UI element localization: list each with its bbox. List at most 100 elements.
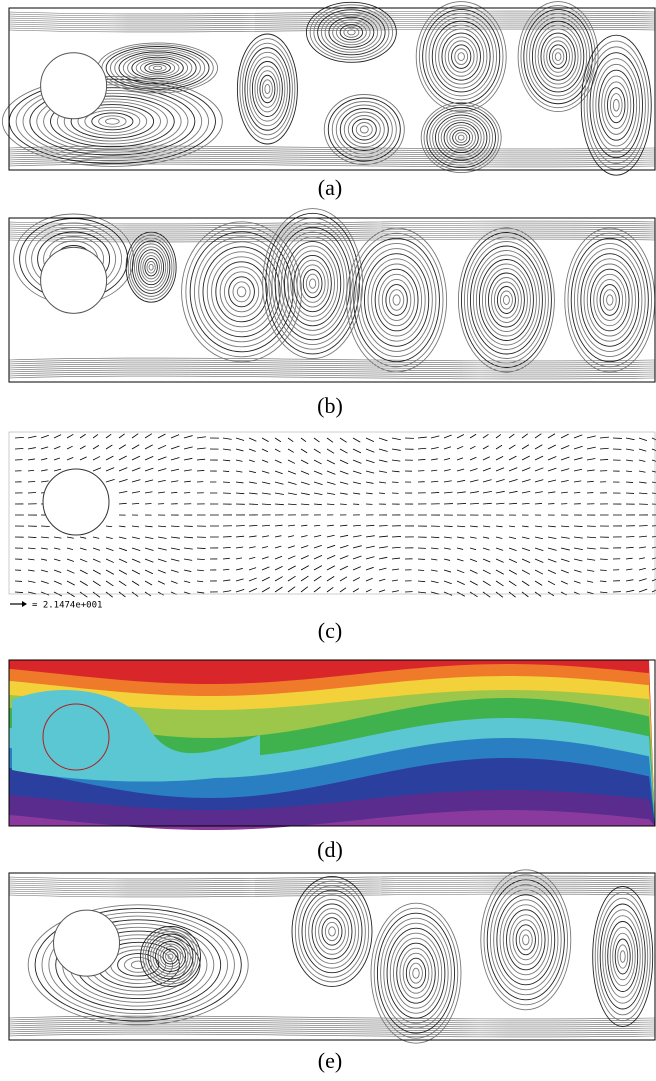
vector-arrow	[625, 546, 634, 549]
vector-arrow	[482, 591, 491, 598]
vector-arrow	[14, 436, 24, 439]
streamline	[8, 236, 656, 241]
vector-arrow	[573, 558, 583, 562]
vector-arrow	[53, 569, 62, 574]
vector-arrow	[157, 479, 166, 483]
vector-arrow	[521, 479, 531, 483]
vector-arrow	[378, 535, 388, 538]
streamline	[305, 273, 320, 294]
streamline	[1, 75, 223, 167]
vector-arrow	[157, 591, 164, 596]
vector-arrow	[131, 467, 141, 472]
streamline	[241, 42, 293, 136]
vector-arrow	[313, 448, 321, 454]
streamline	[287, 245, 339, 322]
vector-arrow	[170, 491, 178, 494]
vector-arrow	[144, 479, 154, 483]
vector-arrow	[287, 481, 297, 485]
vector-arrow	[92, 558, 101, 563]
vector-arrow	[287, 437, 294, 442]
streamline	[594, 891, 651, 1022]
vector-arrow	[274, 492, 284, 495]
vector-arrow	[235, 588, 245, 593]
streamline	[8, 159, 656, 164]
vector-arrow	[40, 469, 48, 472]
vector-arrow	[573, 547, 583, 550]
vector-arrow	[456, 434, 465, 439]
vector-arrow	[547, 558, 557, 563]
streamline	[309, 4, 394, 61]
streamline	[162, 948, 179, 965]
vector-arrow	[300, 586, 309, 593]
vector-arrow	[430, 458, 438, 461]
streamline	[614, 938, 631, 975]
vector-arrow	[196, 558, 205, 561]
vector-arrow	[352, 566, 361, 571]
vector-arrow	[547, 433, 556, 439]
streamline	[435, 24, 488, 89]
vector-arrow	[365, 448, 375, 453]
vector-arrow	[586, 558, 596, 561]
vector-arrow	[430, 547, 439, 550]
streamline	[189, 231, 294, 353]
streamline	[490, 277, 522, 323]
vector-arrow	[638, 567, 646, 571]
vector-arrow	[352, 459, 362, 464]
vector-arrow	[118, 502, 127, 505]
vector-arrow	[118, 580, 127, 587]
vector-arrow	[534, 444, 543, 450]
streamline	[592, 58, 641, 153]
vector-arrow	[469, 468, 478, 472]
vector-arrow	[521, 591, 529, 598]
streamline	[34, 908, 242, 1022]
vector-arrow	[326, 437, 334, 443]
vector-arrow	[352, 545, 362, 549]
streamline	[493, 889, 559, 991]
streamline	[429, 109, 494, 166]
streamline	[549, 44, 568, 69]
vector-arrow	[170, 445, 180, 450]
vector-arrow	[66, 558, 74, 562]
streamline	[392, 294, 401, 306]
vector-arrow	[495, 591, 504, 598]
vector-arrow	[326, 459, 336, 465]
vector-arrow	[651, 578, 656, 582]
streamline	[277, 231, 348, 336]
streamline	[554, 52, 562, 61]
vector-arrow	[144, 491, 153, 494]
vector-arrow	[144, 444, 153, 450]
streamline	[290, 250, 335, 317]
streamline	[399, 947, 433, 999]
vector-arrow	[105, 558, 114, 563]
streamline	[8, 151, 656, 156]
vector-arrow	[248, 459, 255, 463]
vector-arrow	[222, 448, 232, 451]
vector-arrow	[248, 587, 258, 593]
vector-arrow	[66, 536, 74, 539]
streamline	[55, 919, 222, 1011]
vector-arrow	[560, 547, 570, 551]
streamline	[331, 101, 397, 158]
streamline	[455, 132, 468, 144]
streamline	[301, 889, 363, 974]
vector-arrow	[300, 481, 310, 485]
streamline	[127, 54, 189, 81]
vector-arrow	[92, 580, 101, 587]
vector-arrow	[417, 591, 427, 594]
streamline	[376, 912, 456, 1034]
streamline	[77, 106, 148, 136]
streamline	[109, 47, 206, 89]
vector-arrow	[651, 503, 656, 505]
vector-arrow	[66, 580, 75, 586]
vector-arrow	[417, 580, 426, 583]
streamline	[567, 232, 653, 368]
streamline	[8, 887, 656, 892]
streamline	[251, 61, 283, 117]
vector-arrow	[534, 525, 543, 528]
vector-arrow	[430, 480, 439, 483]
vector-arrow	[508, 444, 516, 450]
vector-arrow	[443, 569, 452, 573]
vector-arrow	[482, 456, 490, 461]
vector-arrow	[274, 586, 283, 593]
vector-arrow	[391, 568, 400, 571]
